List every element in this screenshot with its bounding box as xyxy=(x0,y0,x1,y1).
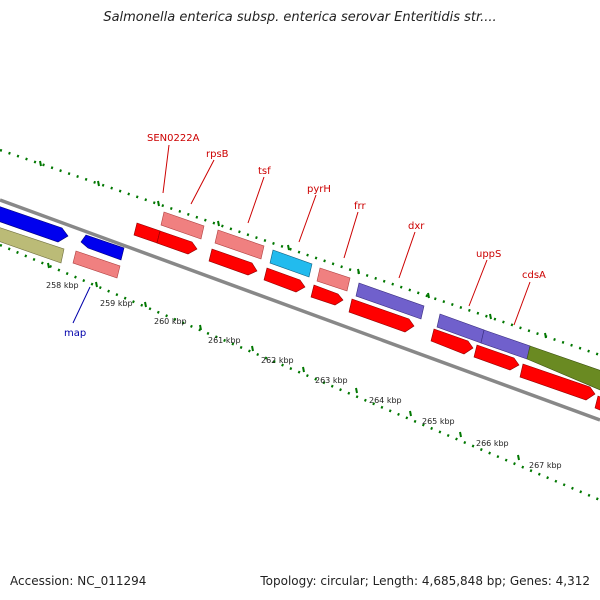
scale-label: 267 kbp xyxy=(529,461,562,470)
gene-label-map: map xyxy=(64,328,86,339)
gene-label-SEN0222A: SEN0222A xyxy=(147,133,200,144)
cds-feature[interactable] xyxy=(208,248,258,276)
gene-label-cdsA: cdsA xyxy=(522,270,546,281)
scale-label: 260 kbp xyxy=(154,317,187,326)
genome-title: Salmonella enterica subsp. enterica sero… xyxy=(103,10,497,25)
scale-label: 259 kbp xyxy=(100,299,133,308)
scale-label: 258 kbp xyxy=(46,281,79,290)
scale-label: 264 kbp xyxy=(369,396,402,405)
genome-stats-text: Topology: circular; Length: 4,685,848 bp… xyxy=(260,574,590,588)
cds-track xyxy=(133,222,600,412)
cds-feature[interactable] xyxy=(594,395,600,412)
gene-label-tsf: tsf xyxy=(258,166,271,177)
second-row-features xyxy=(0,226,125,279)
accession-text: Accession: NC_011294 xyxy=(10,574,147,588)
gene-feature-SEN0222A[interactable] xyxy=(160,211,205,240)
forward-features xyxy=(0,205,600,392)
outer-major-ticks xyxy=(39,160,547,339)
scale-label: 262 kbp xyxy=(261,356,294,365)
gene-label-pyrH: pyrH xyxy=(307,184,331,195)
scale-label: 266 kbp xyxy=(476,439,509,448)
cds-feature[interactable] xyxy=(348,298,415,333)
cds-feature[interactable] xyxy=(263,267,306,293)
gene-feature-frr[interactable] xyxy=(316,267,351,292)
gene-feature-blue-map[interactable] xyxy=(80,234,125,261)
cds-feature[interactable] xyxy=(519,363,596,401)
scale-label: 263 kbp xyxy=(315,376,348,385)
gene-label-rpsB: rpsB xyxy=(206,149,229,160)
scale-label: 265 kbp xyxy=(422,417,455,426)
gene-feature-map[interactable] xyxy=(72,250,121,279)
gene-label-uppS: uppS xyxy=(476,249,501,260)
cds-feature[interactable] xyxy=(156,230,198,255)
label-leader-lines xyxy=(162,144,531,326)
cds-feature[interactable] xyxy=(430,328,474,355)
gene-label-dxr: dxr xyxy=(408,221,425,232)
gene-feature-dxr[interactable] xyxy=(355,282,425,320)
map-leader-line xyxy=(72,286,91,324)
cds-feature[interactable] xyxy=(133,222,161,244)
gene-feature-pyrH[interactable] xyxy=(269,249,313,278)
gene-feature-tsf[interactable] xyxy=(214,229,265,260)
inner-major-ticks xyxy=(47,262,520,461)
scale-label: 261 kbp xyxy=(208,336,241,345)
gene-label-frr: frr xyxy=(354,201,366,212)
outer-tick-ring xyxy=(0,148,600,357)
genome-backbone xyxy=(0,198,600,422)
gene-feature-green[interactable] xyxy=(526,345,600,392)
gene-feature-olive-left[interactable] xyxy=(0,226,65,264)
inner-tick-ring xyxy=(0,243,600,502)
cds-feature[interactable] xyxy=(310,284,344,306)
cds-feature[interactable] xyxy=(473,344,520,371)
gene-feature-blue-left[interactable] xyxy=(0,205,69,243)
